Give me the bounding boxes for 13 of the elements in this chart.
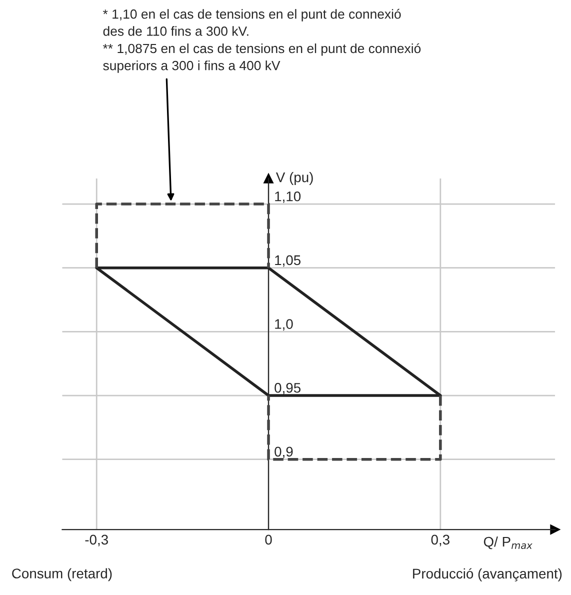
x-tick-label: 0 <box>265 534 272 545</box>
text: Producció (avançament) <box>413 568 562 582</box>
y-axis-title: V (pu) <box>276 172 313 185</box>
y-tick-label: 0,95 <box>274 382 301 394</box>
y-tick-label: 1,05 <box>275 255 301 267</box>
x-tick-label: -0,3 <box>85 534 108 546</box>
text: Consum (retard) <box>12 568 112 582</box>
annotation: * 1,10 en el cas de tensions en el punt de connexió des de 110 fins a 300 kV. ** 1,0875 en el cas de tensions en el punt de connexió superiors a 300 i fins a 400 kV <box>102 8 421 73</box>
x-tick-label: 0,3 <box>431 534 450 546</box>
y-tick-label: 1,0 <box>275 319 293 331</box>
y-tick-label: 0,9 <box>274 446 293 458</box>
x-axis-title: Q/ P$_{max}$ <box>484 536 532 550</box>
y-tick-label: 1,10 <box>275 191 301 203</box>
